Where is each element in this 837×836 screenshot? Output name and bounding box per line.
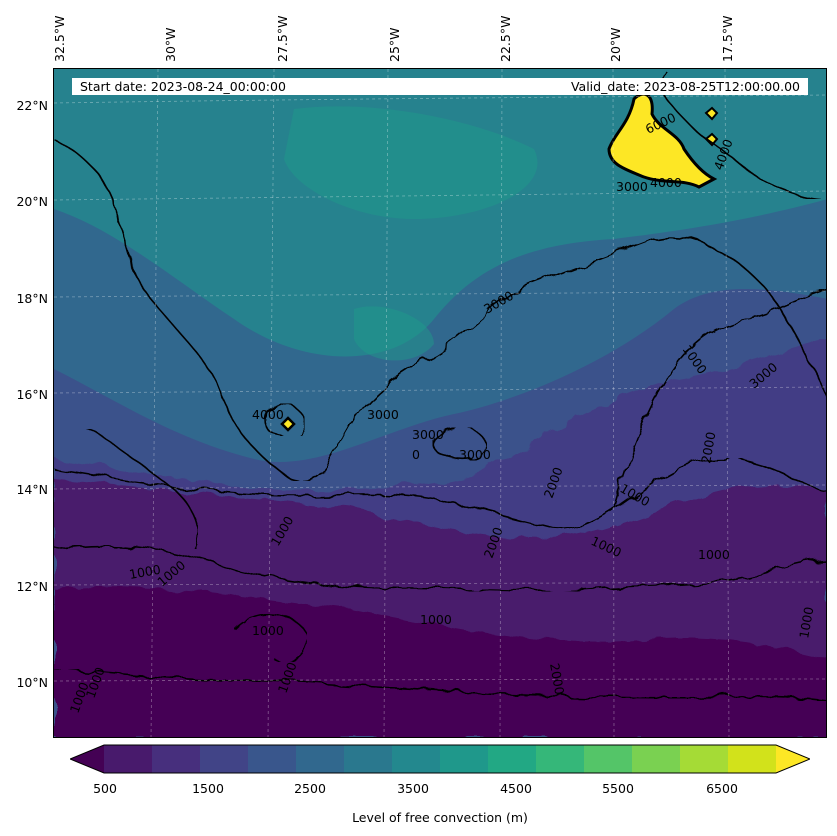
contour-3000-island (432, 427, 488, 461)
lon-label-25w: 25°W (387, 27, 402, 62)
contour-label: 2000 (547, 662, 567, 696)
start-date: Start date: 2023-08-24_00:00:00 (80, 79, 286, 94)
colorbar-tick-label: 1500 (192, 781, 224, 796)
colorbar-segment (728, 745, 777, 773)
colorbar-segment (104, 745, 153, 773)
contour-4000-island (261, 403, 305, 437)
lat-label-12n: 12°N (16, 579, 48, 594)
contour-label: 1000 (252, 623, 284, 638)
lon-label-20w: 20°W (608, 27, 623, 62)
contour-label: 4000 (252, 407, 284, 422)
lon-label-30w: 30°W (163, 27, 178, 62)
lat-label-18n: 18°N (16, 291, 48, 306)
colorbar-tick-label: 2500 (294, 781, 326, 796)
lat-label-10n: 10°N (16, 675, 48, 690)
colorbar-title: Level of free convection (m) (352, 810, 528, 825)
lat-label-20n: 20°N (16, 194, 48, 209)
contour-lines (54, 69, 826, 702)
colorbar-tick-label: 4500 (500, 781, 532, 796)
contour-map: 4000 3000 3000 3000 3000 3000 2000 2000 … (54, 69, 826, 737)
colorbar-segment (296, 745, 345, 773)
contour-2000-east (613, 288, 826, 510)
contour-label: 4000 (650, 175, 682, 190)
contour-1000-south (54, 668, 826, 702)
colorbar-extend-low (70, 745, 104, 773)
map-panel: 4000 3000 3000 3000 3000 3000 2000 2000 … (53, 68, 827, 738)
contour-1000-midwest (233, 613, 308, 663)
colorbar-segment (152, 745, 201, 773)
contour-3000-east (660, 69, 826, 200)
colorbar-segment (344, 745, 393, 773)
colorbar-segment (248, 745, 297, 773)
colorbar-segment (680, 745, 729, 773)
colorbar-segment (200, 745, 249, 773)
lon-label-17-5w: 17.5°W (720, 15, 735, 62)
contour-1000-west (83, 428, 199, 550)
field-band-deep (54, 586, 826, 737)
contour-label: 1000 (128, 562, 162, 582)
lat-label-22n: 22°N (16, 98, 48, 113)
colorbar-segment (584, 745, 633, 773)
contour-label: 3000 (459, 447, 491, 462)
contour-label: 1000 (698, 547, 730, 562)
contour-label: 3000 (412, 427, 444, 442)
lon-label-27-5w: 27.5°W (275, 15, 290, 62)
lat-label-14n: 14°N (16, 482, 48, 497)
colorbar-segment (392, 745, 441, 773)
high-lfc-speck (704, 132, 719, 147)
colorbar-tick-label: 500 (93, 781, 117, 796)
colorbar-segment (488, 745, 537, 773)
colorbar-svg (68, 744, 812, 774)
contour-label: 1000 (796, 606, 816, 640)
colorbar-tick-label: 6500 (706, 781, 738, 796)
high-lfc-speck (280, 416, 296, 432)
gridlines (54, 69, 826, 737)
high-lfc-speck (704, 106, 719, 121)
high-lfc-blob (607, 92, 718, 189)
valid-date: Valid_date: 2023-08-25T12:00:00.00 (570, 79, 800, 94)
contour-label: 0 (412, 447, 420, 462)
contour-label: 3000 (367, 407, 399, 422)
contour-2000 (54, 457, 826, 531)
lon-label-32-5w: 32.5°W (52, 15, 67, 62)
lon-label-22-5w: 22.5°W (498, 15, 513, 62)
colorbar-extend-high (776, 745, 810, 773)
contour-1000 (54, 544, 826, 593)
colorbar-segment (536, 745, 585, 773)
contour-label: 3000 (616, 179, 648, 194)
contour-3000 (54, 138, 826, 482)
map-header: Start date: 2023-08-24_00:00:00 Valid_da… (72, 78, 808, 95)
lat-label-16n: 16°N (16, 387, 48, 402)
contour-label: 2000 (698, 431, 718, 465)
field-band-topmost-north (284, 106, 538, 361)
contour-label: 1000 (420, 612, 452, 627)
colorbar-tick-label: 3500 (397, 781, 429, 796)
colorbar-tick-label: 5500 (602, 781, 634, 796)
colorbar-segment (440, 745, 489, 773)
colorbar-segment (632, 745, 681, 773)
colorbar (68, 744, 812, 774)
